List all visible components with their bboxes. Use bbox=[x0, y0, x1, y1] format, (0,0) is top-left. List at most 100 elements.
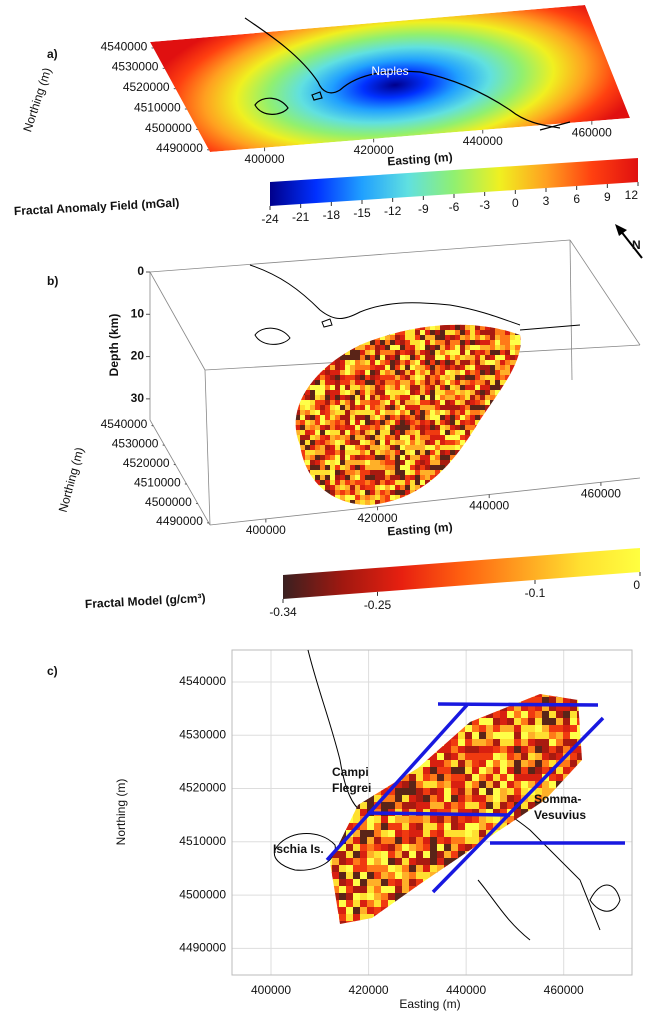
model-cell bbox=[437, 739, 445, 747]
model-cell bbox=[295, 340, 301, 346]
model-cell bbox=[440, 330, 446, 336]
x-axis-label: Easting (m) bbox=[387, 150, 453, 169]
model-cell bbox=[451, 900, 459, 908]
model-cell bbox=[405, 375, 411, 381]
model-cell bbox=[570, 928, 578, 936]
model-cell bbox=[470, 480, 476, 486]
model-cell bbox=[375, 480, 381, 486]
model-cell bbox=[300, 460, 306, 466]
model-cell bbox=[440, 420, 446, 426]
model-cell bbox=[490, 380, 496, 386]
model-cell bbox=[402, 928, 410, 936]
y-tick-label: 4540000 bbox=[179, 674, 226, 688]
model-cell bbox=[490, 360, 496, 366]
model-cell bbox=[549, 711, 557, 719]
model-cell bbox=[455, 460, 461, 466]
model-cell bbox=[430, 380, 436, 386]
model-cell bbox=[485, 475, 491, 481]
model-cell bbox=[360, 865, 368, 873]
model-cell bbox=[395, 405, 401, 411]
model-cell bbox=[290, 380, 296, 386]
model-cell bbox=[380, 420, 386, 426]
model-cell bbox=[395, 465, 401, 471]
model-cell bbox=[451, 802, 459, 810]
model-cell bbox=[402, 900, 410, 908]
model-cell bbox=[495, 490, 501, 496]
model-cell bbox=[365, 370, 371, 376]
model-cell bbox=[365, 440, 371, 446]
model-cell bbox=[465, 320, 471, 326]
model-cell bbox=[584, 718, 592, 726]
model-cell bbox=[570, 900, 578, 908]
colorbar-tick-label: -18 bbox=[323, 208, 341, 222]
model-cell bbox=[355, 495, 361, 501]
model-cell bbox=[346, 690, 354, 698]
model-cell bbox=[330, 450, 336, 456]
model-cell bbox=[455, 385, 461, 391]
model-cell bbox=[450, 460, 456, 466]
model-cell bbox=[340, 390, 346, 396]
model-cell bbox=[375, 375, 381, 381]
model-cell bbox=[514, 739, 522, 747]
model-cell bbox=[325, 335, 331, 341]
model-cell bbox=[345, 390, 351, 396]
model-cell bbox=[444, 746, 452, 754]
model-cell bbox=[380, 390, 386, 396]
model-cell bbox=[444, 837, 452, 845]
model-cell bbox=[480, 320, 486, 326]
x-tick-label: 440000 bbox=[469, 499, 509, 513]
model-cell bbox=[410, 430, 416, 436]
model-cell bbox=[556, 893, 564, 901]
model-cell bbox=[460, 350, 466, 356]
model-cell bbox=[330, 400, 336, 406]
model-cell bbox=[365, 380, 371, 386]
model-cell bbox=[325, 872, 333, 880]
model-cell bbox=[332, 879, 340, 887]
model-cell bbox=[346, 725, 354, 733]
model-cell bbox=[514, 711, 522, 719]
model-cell bbox=[339, 816, 347, 824]
model-cell bbox=[430, 430, 436, 436]
model-cell bbox=[521, 872, 529, 880]
model-cell bbox=[280, 475, 286, 481]
model-cell bbox=[370, 485, 376, 491]
model-cell bbox=[385, 400, 391, 406]
model-cell bbox=[385, 345, 391, 351]
model-cell bbox=[495, 460, 501, 466]
model-cell bbox=[490, 485, 496, 491]
model-cell bbox=[584, 795, 592, 803]
model-cell bbox=[458, 774, 466, 782]
model-cell bbox=[325, 795, 333, 803]
model-cell bbox=[280, 490, 286, 496]
model-cell bbox=[416, 781, 424, 789]
model-cell bbox=[535, 746, 543, 754]
model-cell bbox=[493, 865, 501, 873]
model-cell bbox=[353, 809, 361, 817]
model-cell bbox=[500, 795, 508, 803]
model-cell bbox=[437, 711, 445, 719]
model-cell bbox=[549, 830, 557, 838]
model-cell bbox=[339, 914, 347, 922]
model-cell bbox=[495, 440, 501, 446]
model-cell bbox=[332, 830, 340, 838]
panel-label: a) bbox=[47, 47, 58, 61]
model-cell bbox=[490, 425, 496, 431]
model-cell bbox=[395, 760, 403, 768]
model-cell bbox=[507, 725, 515, 733]
model-cell bbox=[460, 330, 466, 336]
model-cell bbox=[390, 365, 396, 371]
model-cell bbox=[535, 823, 543, 831]
model-cell bbox=[370, 435, 376, 441]
model-cell bbox=[280, 385, 286, 391]
model-cell bbox=[425, 400, 431, 406]
model-cell bbox=[430, 460, 436, 466]
model-cell bbox=[345, 415, 351, 421]
model-cell bbox=[470, 320, 476, 326]
model-cell bbox=[455, 365, 461, 371]
model-cell bbox=[295, 500, 301, 506]
model-cell bbox=[505, 370, 511, 376]
model-cell bbox=[514, 725, 522, 733]
model-cell bbox=[295, 320, 301, 326]
model-cell bbox=[520, 450, 526, 456]
model-cell bbox=[390, 475, 396, 481]
